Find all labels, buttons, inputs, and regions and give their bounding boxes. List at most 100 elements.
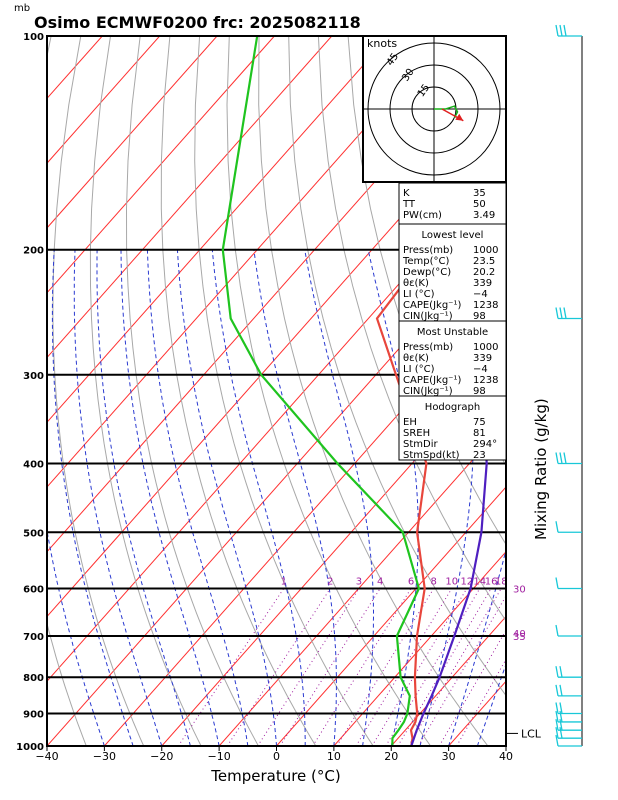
pressure-tick-label: 300: [23, 371, 44, 382]
most-unstable-block-header: Most Unstable: [417, 327, 488, 338]
index-key: StmDir: [403, 439, 438, 450]
isotherm-line: [47, 36, 447, 488]
isotherm-line: [276, 486, 506, 746]
mixing-ratio-label: 30: [540, 576, 553, 587]
temperature-tick-label: −20: [150, 750, 173, 763]
wind-barb-flag: [559, 24, 563, 37]
mixing-ratio-label: 12: [460, 576, 473, 587]
wind-barb-flag: [555, 452, 559, 464]
wind-barb-flag: [563, 452, 567, 464]
index-value: 23: [473, 450, 486, 461]
index-value: 75: [473, 417, 486, 428]
wind-barb: [555, 624, 582, 637]
hodograph-ring: [389, 64, 479, 154]
isotherm-line: [47, 162, 506, 682]
index-key: EH: [403, 417, 417, 428]
hodograph-units: knots: [367, 37, 397, 50]
moist-adiabat-line: [367, 249, 419, 746]
wind-barb-flag: [555, 666, 559, 678]
wind-barb-flag: [555, 521, 559, 533]
wind-barb: [555, 684, 582, 697]
temperature-axis-label: Temperature (°C): [210, 767, 340, 785]
temperature-tick-label: 0: [273, 750, 280, 763]
dry-adiabat-line: [226, 36, 432, 746]
dewpoint-profile: [221, 36, 421, 746]
right-axis-mark: 40: [513, 629, 526, 640]
wind-barb-flag: [555, 624, 559, 637]
index-value: 339: [473, 353, 492, 364]
wind-barb: [555, 719, 582, 731]
lcl-label: LCL: [521, 727, 542, 740]
moist-adiabat-line: [73, 249, 163, 746]
indices-basic-block: [398, 182, 507, 225]
wind-barb-flag: [559, 684, 563, 697]
index-key: θε(K): [403, 278, 429, 289]
isotherm-line: [218, 421, 506, 746]
chart-title: Osimo ECMWF0200 frc: 2025082118: [34, 13, 361, 32]
pressure-tick-label: 200: [23, 246, 44, 257]
wind-barb: [555, 702, 582, 715]
wind-barb-flag: [559, 702, 563, 714]
index-value: 23.5: [473, 256, 495, 267]
isotherm-line: [333, 550, 506, 746]
mixing-ratio-line: [336, 588, 435, 746]
wind-barb: [555, 24, 582, 37]
dry-adiabat-line: [89, 36, 202, 746]
isotherm-line: [47, 227, 506, 746]
index-key: TT: [402, 199, 416, 210]
mixing-ratio-line: [257, 588, 360, 746]
mixing-ratio-line: [385, 588, 481, 746]
mixing-ratio-label: 8: [431, 576, 437, 587]
index-value: 1238: [473, 375, 498, 386]
wind-barb-flag: [559, 719, 563, 731]
isotherm-line: [47, 36, 161, 164]
mixing-ratio-label: 16: [485, 576, 498, 587]
wind-barb: [555, 734, 582, 747]
index-value: −4: [473, 364, 488, 375]
pressure-tick-label: 100: [23, 32, 44, 43]
dry-adiabat-line: [317, 36, 506, 622]
hodograph-ring: [367, 42, 501, 176]
indices-table: K 35 TT 50 PW(cm) 3.49 Lowest level Press(mb) 10…: [398, 182, 507, 461]
wind-barb-flag: [555, 702, 559, 714]
dry-adiabat-line: [52, 36, 145, 746]
wind-barb: [555, 307, 582, 320]
pressure-tick-label: 700: [23, 632, 44, 643]
index-key: StmSpd(kt): [403, 450, 460, 461]
wind-barb-flag: [559, 666, 563, 678]
temperature-tick-label: −10: [208, 750, 231, 763]
temperature-tick-label: 40: [499, 750, 513, 763]
lowest-level-block-header: Lowest level: [422, 230, 484, 241]
wind-barb-flag: [559, 452, 563, 464]
index-key: CIN(Jkg⁻¹): [403, 386, 453, 397]
index-value: 1000: [473, 342, 498, 353]
wind-barb-flag: [555, 734, 559, 747]
wind-barb-flag: [555, 719, 559, 731]
index-key: PW(cm): [403, 210, 442, 221]
unit-mb-label: mb: [14, 3, 30, 14]
hodograph-stats-block: [398, 395, 507, 461]
index-value: 3.49: [473, 210, 495, 221]
index-key: CIN(Jkg⁻¹): [403, 311, 453, 322]
index-value: 98: [473, 386, 486, 397]
isotherm-line: [47, 36, 275, 294]
right-axis-mark: 30: [513, 584, 526, 595]
index-value: 81: [473, 428, 486, 439]
mixing-ratio-line: [279, 588, 381, 746]
index-value: 20.2: [473, 267, 495, 278]
isotherm-line: [390, 615, 506, 746]
moist-adiabat-line: [51, 249, 134, 746]
index-key: CAPE(Jkg⁻¹): [403, 375, 461, 386]
wind-barb: [555, 521, 582, 533]
index-key: SREH: [403, 428, 430, 439]
dry-adiabat-line: [526, 36, 618, 746]
index-key: Press(mb): [403, 342, 453, 353]
wind-barb-flag: [559, 710, 563, 723]
moist-adiabat-line: [505, 744, 506, 746]
index-key: K: [403, 188, 410, 199]
mixing-ratio-line: [312, 588, 412, 746]
mixing-ratio-label: 18: [495, 576, 508, 587]
isotherm-line: [47, 36, 218, 229]
pressure-tick-label: 600: [23, 584, 44, 595]
mixing-ratio-line: [355, 588, 453, 746]
